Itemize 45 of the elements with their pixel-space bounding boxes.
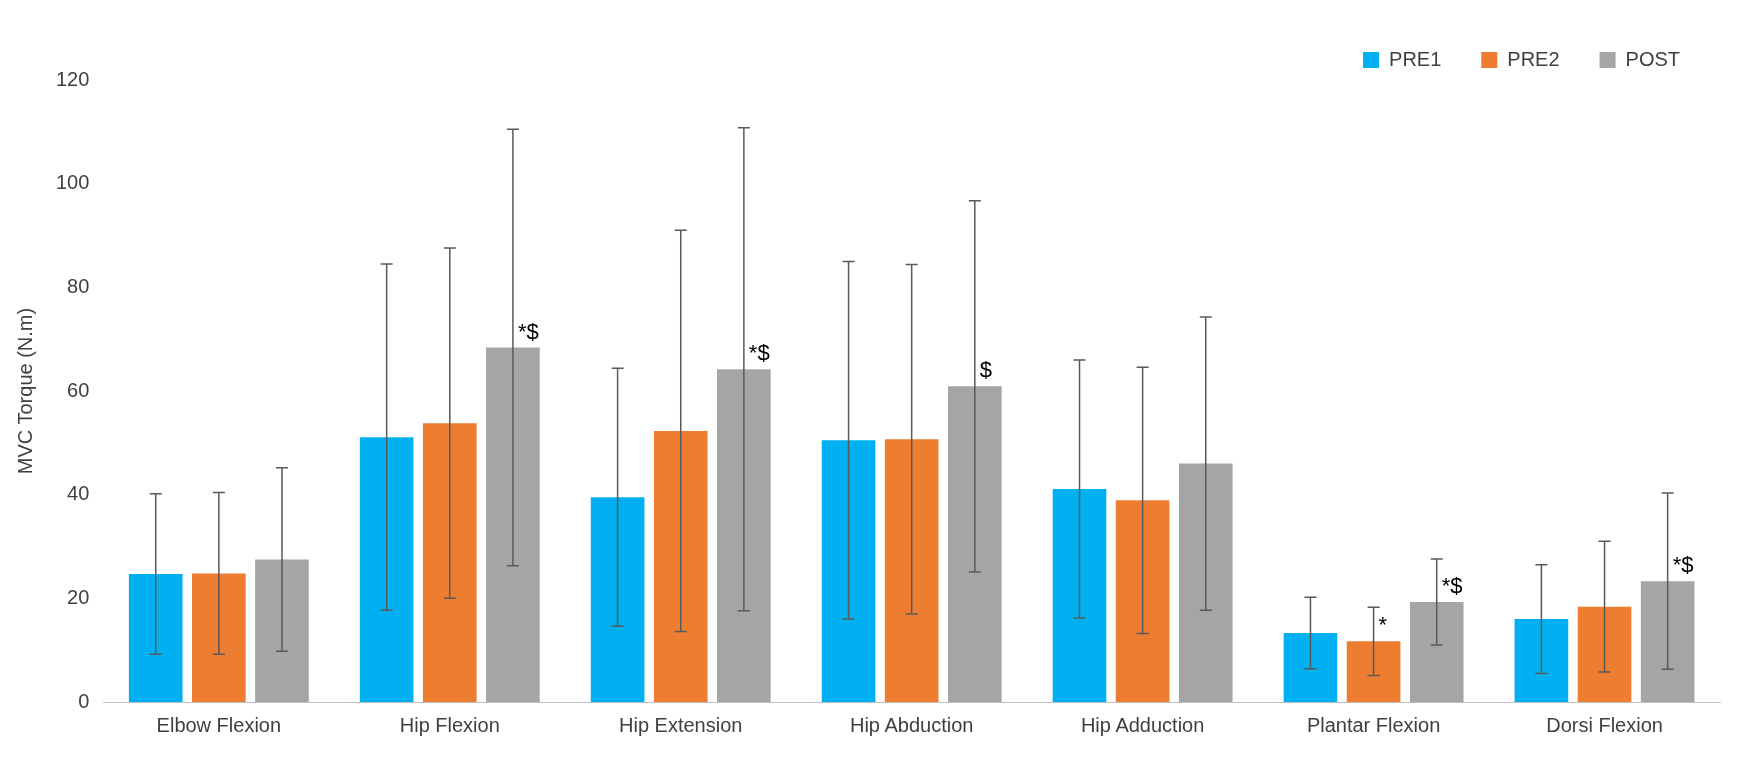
bar [1052,488,1107,702]
x-tick-label: Hip Adduction [1080,713,1205,736]
data-label: *$ [1672,552,1694,578]
bar [947,386,1002,702]
y-tick-label: 20 [67,585,90,608]
bar [1283,633,1338,702]
x-tick-label: Dorsi Flexion [1546,713,1663,736]
bar [1514,619,1569,702]
bar [192,573,246,702]
bar [1115,500,1170,702]
y-tick-label: 40 [67,482,90,505]
bar [717,369,771,702]
bar [821,440,876,702]
bar [486,347,540,702]
legend-label: PRE1 [1389,47,1442,70]
bar [1178,463,1233,702]
x-tick-label: Plantar Flexion [1306,713,1441,736]
y-tick-label: 60 [67,378,90,401]
bar [255,559,309,702]
y-tick-label: 120 [55,67,90,90]
bar [1640,581,1695,702]
bar [1409,601,1464,702]
legend-label: POST [1625,47,1680,70]
legend-label: PRE2 [1507,47,1560,70]
x-tick-label: Elbow Flexion [156,713,282,736]
y-axis-title: MVC Torque (N.m) [13,307,36,475]
y-tick-label: 0 [78,689,90,712]
bar [359,437,414,702]
data-label: *$ [748,340,770,366]
bar [128,573,183,702]
x-tick-label: Hip Extension [619,713,743,736]
bar [884,439,939,702]
bar [653,430,708,702]
bar [422,423,477,702]
y-tick-label: 80 [67,274,90,297]
y-tick-label: 100 [55,171,90,194]
bar [1577,606,1632,702]
bar [1346,641,1401,702]
x-tick-label: Hip Abduction [849,713,974,736]
data-label: * [1378,612,1388,638]
x-tick-label: Hip Flexion [399,713,500,736]
bar [590,497,645,702]
data-label: *$ [1441,573,1463,599]
data-label: *$ [517,318,539,344]
data-label: $ [979,357,993,383]
